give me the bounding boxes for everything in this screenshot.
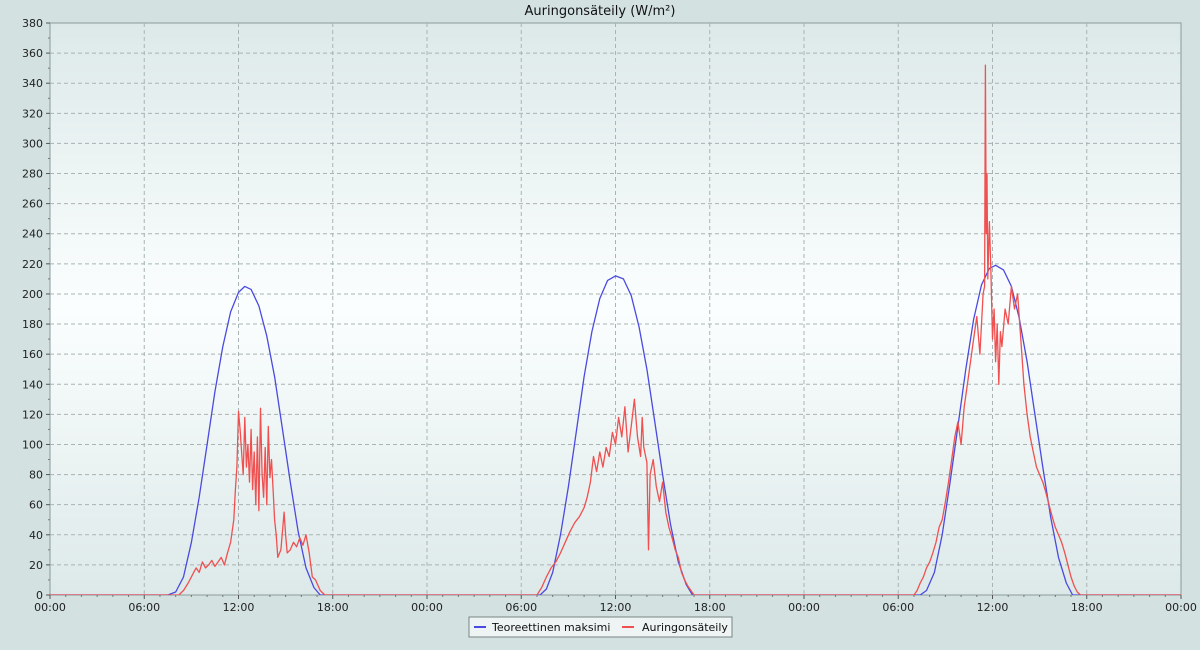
x-tick-label: 00:00	[34, 601, 66, 614]
y-tick-label: 120	[22, 408, 43, 421]
x-tick-label: 12:00	[223, 601, 255, 614]
chart-title: Auringonsäteily (W/m²)	[525, 4, 676, 19]
y-tick-label: 60	[29, 499, 43, 512]
y-tick-label: 360	[22, 47, 43, 60]
x-axis: 00:00 06:00 12:00 18:00 00:00 06:00 12:00 18:00…	[34, 595, 1197, 614]
x-tick-label: 18:00	[694, 601, 726, 614]
y-tick-label: 220	[22, 258, 43, 271]
x-tick-label: 00:00	[411, 601, 443, 614]
x-tick-label: 06:00	[505, 601, 537, 614]
x-tick-label: 06:00	[882, 601, 914, 614]
y-tick-label: 160	[22, 348, 43, 361]
legend-box	[468, 616, 733, 638]
y-tick-label: 300	[22, 137, 43, 150]
y-tick-label: 340	[22, 77, 43, 90]
y-tick-label: 380	[22, 17, 43, 30]
y-axis: 0 20 40 60 80 100 120 140 160 180 200 220 240 260 280 3…	[22, 17, 50, 602]
x-gridlines	[143, 23, 1088, 595]
legend-label-theoretical: Teoreettinen maksimi	[491, 621, 610, 634]
y-tick-label: 140	[22, 378, 43, 391]
x-tick-label: 00:00	[1165, 601, 1197, 614]
y-tick-label: 80	[29, 469, 43, 482]
x-tick-label: 12:00	[977, 601, 1009, 614]
y-tick-label: 40	[29, 529, 43, 542]
y-tick-label: 180	[22, 318, 43, 331]
x-tick-label: 12:00	[600, 601, 632, 614]
x-tick-label: 18:00	[317, 601, 349, 614]
y-tick-label: 260	[22, 198, 43, 211]
series-layer	[50, 64, 1181, 595]
x-tick-label: 00:00	[788, 601, 820, 614]
y-tick-label: 20	[29, 559, 43, 572]
y-tick-label: 0	[36, 589, 43, 602]
x-tick-label: 06:00	[128, 601, 160, 614]
y-tick-label: 200	[22, 288, 43, 301]
y-tick-label: 100	[22, 438, 43, 451]
y-tick-label: 280	[22, 168, 43, 181]
y-tick-label: 240	[22, 228, 43, 241]
x-tick-label: 18:00	[1071, 601, 1103, 614]
legend: Teoreettinen maksimi Auringonsäteily	[468, 616, 733, 638]
y-tick-label: 320	[22, 107, 43, 120]
legend-label-radiation: Auringonsäteily	[642, 621, 728, 634]
series-line-radiation	[50, 64, 1181, 595]
series-line-theoretical-max	[50, 264, 1181, 595]
